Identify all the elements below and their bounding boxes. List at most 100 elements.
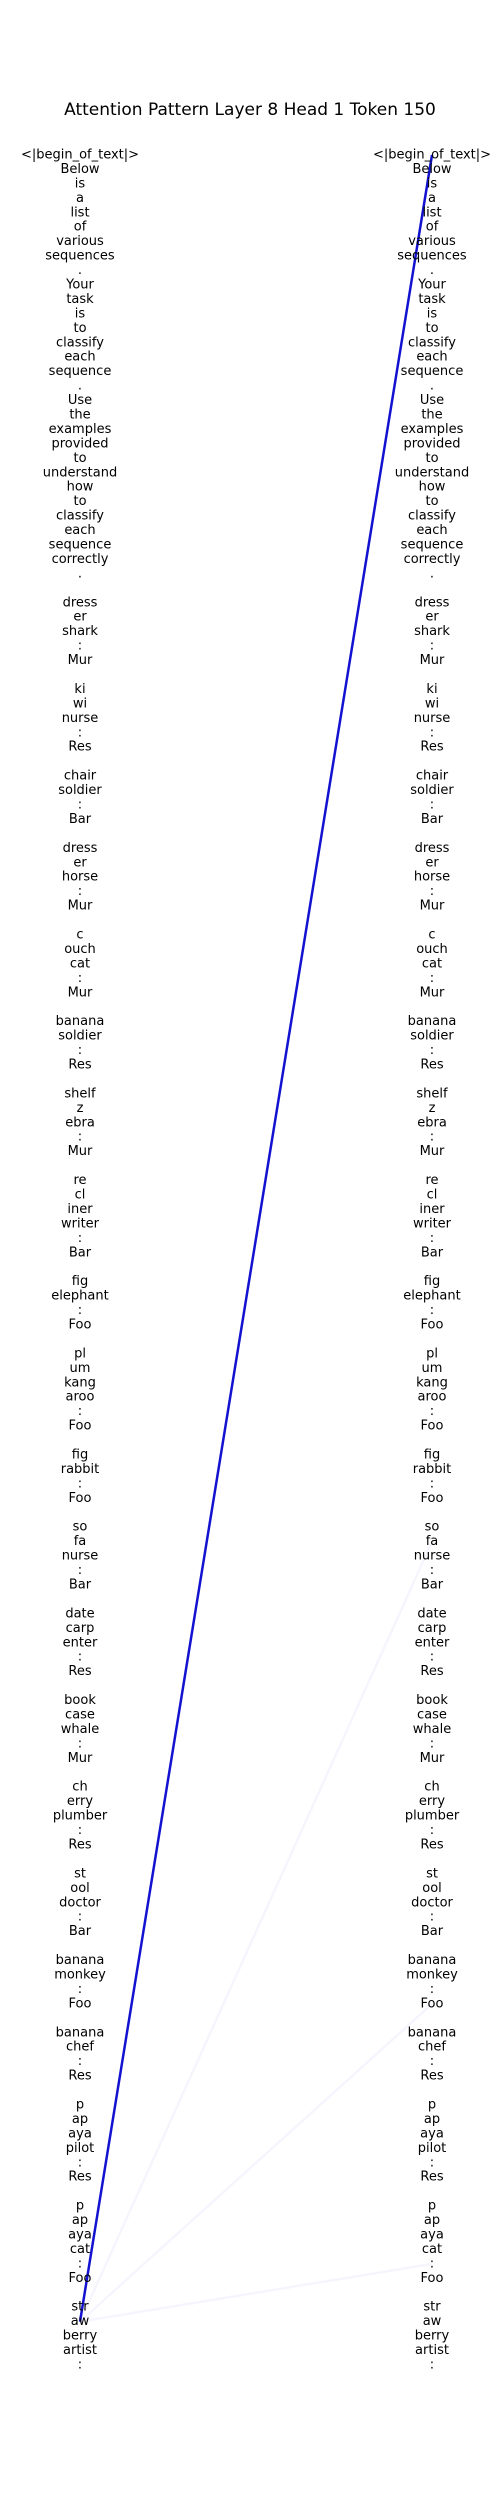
source-token: horse [62, 870, 98, 885]
source-token: pilot [66, 2141, 95, 2156]
target-token: um [422, 1361, 443, 1376]
chart-title: Attention Pattern Layer 8 Head 1 Token 1… [64, 100, 436, 120]
source-token: banana [56, 1014, 105, 1029]
target-token: . [430, 566, 434, 581]
source-token: to [73, 451, 86, 466]
target-token: c [428, 928, 435, 943]
source-token: is [75, 306, 86, 321]
source-token: of [74, 220, 87, 235]
source-token: : [78, 2256, 82, 2271]
target-token: horse [414, 870, 450, 885]
source-token-column: <|begin_of_text|>Belowisalistofvariousse… [21, 148, 139, 2373]
target-token: cl [427, 1188, 438, 1203]
target-token: Your [417, 278, 446, 293]
target-token: : [430, 971, 434, 986]
target-token: Mur [420, 653, 445, 668]
source-token: aw [71, 2314, 90, 2329]
target-token: banana [408, 2025, 457, 2040]
target-token: Foo [421, 1419, 444, 1434]
target-token: ap [424, 2213, 440, 2228]
source-token: Foo [69, 1996, 92, 2011]
target-token: berry [415, 2329, 450, 2344]
source-token: Res [68, 740, 91, 755]
target-token: book [416, 1693, 448, 1708]
target-token: <|begin_of_text|> [373, 148, 491, 163]
source-token: ap [72, 2112, 88, 2127]
target-token: Res [420, 2170, 443, 2185]
source-token: dress [63, 841, 98, 856]
source-token: Mur [68, 899, 93, 914]
source-token: doctor [59, 1895, 101, 1910]
target-token: pilot [418, 2141, 447, 2156]
source-token: : [78, 971, 82, 986]
source-token: examples [49, 422, 112, 437]
source-token: : [78, 2155, 82, 2170]
target-token: : [430, 798, 434, 813]
source-token: correctly [52, 552, 109, 567]
target-token: monkey [406, 1968, 458, 1983]
target-token: dress [415, 595, 450, 610]
target-token: so [425, 1520, 440, 1535]
target-token: ki [426, 682, 437, 697]
target-token: rabbit [413, 1462, 452, 1477]
source-token: str [71, 2300, 89, 2315]
source-token: rabbit [61, 1462, 100, 1477]
source-token: : [78, 639, 82, 654]
target-token: str [423, 2300, 441, 2315]
source-token: book [64, 1693, 96, 1708]
target-token: . [430, 379, 434, 394]
source-token: : [78, 1231, 82, 1246]
source-token: whale [61, 1722, 99, 1737]
source-token: writer [61, 1216, 100, 1231]
source-token: classify [56, 335, 104, 350]
source-token: aroo [66, 1390, 95, 1405]
target-token: pl [426, 1346, 438, 1361]
source-token: fig [72, 1274, 88, 1289]
target-token: Mur [420, 1144, 445, 1159]
target-token: to [425, 494, 438, 509]
source-token: aya [68, 2228, 92, 2243]
target-token: of [426, 220, 439, 235]
target-token: ap [424, 2112, 440, 2127]
target-token: Foo [421, 1996, 444, 2011]
source-token: ki [74, 682, 85, 697]
target-token: shark [414, 624, 450, 639]
target-token: Use [420, 393, 444, 408]
target-token: Foo [421, 1318, 444, 1333]
target-token: Res [420, 740, 443, 755]
source-token: each [64, 350, 95, 365]
source-token: ebra [65, 1115, 95, 1130]
target-token: kang [416, 1375, 448, 1390]
source-token: re [73, 1173, 86, 1188]
source-token: : [78, 2054, 82, 2069]
source-token: chef [66, 2040, 94, 2055]
target-token: nurse [414, 711, 451, 726]
source-token: artist [63, 2343, 97, 2358]
target-token: provided [403, 436, 460, 451]
source-token: fig [72, 1448, 88, 1463]
source-token: sequence [49, 538, 112, 553]
target-token: : [430, 2358, 434, 2373]
source-token: various [56, 234, 104, 249]
source-token: Mur [68, 985, 93, 1000]
target-token: p [428, 2199, 436, 2214]
source-token: plumber [53, 1809, 108, 1824]
target-token: plumber [405, 1809, 460, 1824]
source-token: : [78, 1910, 82, 1925]
source-token: : [78, 798, 82, 813]
source-token: cl [75, 1188, 86, 1203]
target-token: : [430, 1910, 434, 1925]
target-token: : [430, 1982, 434, 1997]
source-token: Mur [68, 1751, 93, 1766]
source-token: : [78, 1650, 82, 1665]
attention-edge [79, 2262, 433, 2323]
target-token: : [430, 639, 434, 654]
source-token: Res [68, 1664, 91, 1679]
source-token: aya [68, 2126, 92, 2141]
source-token: sequences [45, 249, 115, 264]
target-token: er [425, 610, 439, 625]
source-token: um [70, 1361, 91, 1376]
source-token: how [67, 480, 94, 495]
source-token: iner [67, 1202, 93, 1217]
